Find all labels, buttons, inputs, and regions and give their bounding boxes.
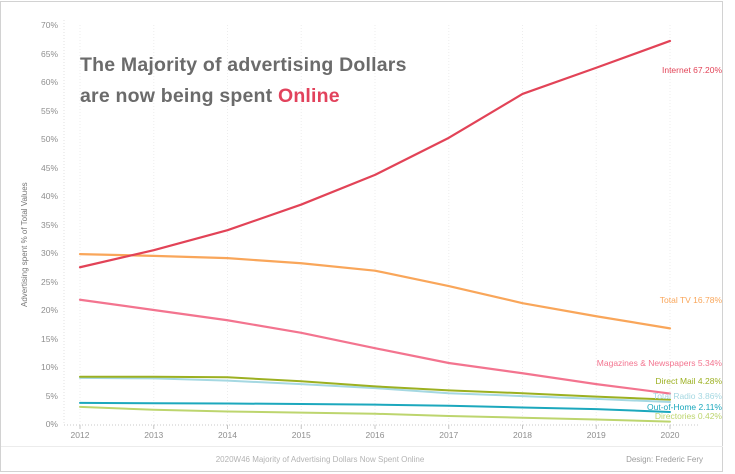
series-label-out-of-home: Out-of-Home 2.11% — [647, 402, 722, 412]
x-tick-label-2012: 2012 — [70, 430, 90, 440]
x-tick-label-2015: 2015 — [291, 430, 311, 440]
x-tick-label-2018: 2018 — [513, 430, 532, 440]
x-tick-label-2014: 2014 — [218, 430, 237, 440]
footer-caption: 2020W46 Majority of Advertising Dollars … — [215, 455, 425, 464]
series-label-magazines-newspapers: Magazines & Newspapers 5.34% — [596, 358, 722, 368]
y-tick-label-10: 10% — [40, 362, 58, 372]
series-line-total-tv[interactable] — [78, 253, 672, 330]
series-line-magazines-newspapers[interactable] — [78, 298, 672, 395]
y-tick-label-55: 55% — [40, 105, 58, 116]
y-tick-label-30: 30% — [40, 248, 58, 258]
y-tick-label-60: 60% — [40, 77, 58, 87]
y-tick-label-50: 50% — [40, 134, 58, 144]
series-line-directories[interactable] — [79, 405, 671, 423]
chart-title: The Majority of advertising Dollars are … — [80, 50, 407, 112]
series-label-internet: Internet 67.20% — [661, 65, 722, 75]
x-tick-label-2017: 2017 — [439, 430, 459, 440]
footer-divider — [1, 446, 723, 447]
y-tick-label-15: 15% — [40, 333, 58, 344]
chart-frame — [0, 1, 723, 472]
footer-credit: Design: Frederic Fery — [626, 455, 703, 464]
y-tick-label-5: 5% — [45, 390, 58, 401]
series-line-total-radio[interactable] — [79, 376, 671, 403]
y-tick-label-65: 65% — [40, 48, 58, 59]
series-label-total-radio: Total Radio 3.86% — [653, 391, 722, 401]
x-tick-label-2019: 2019 — [586, 430, 606, 440]
series-label-directories: Directories 0.42% — [654, 411, 722, 421]
series-line-internet[interactable] — [78, 39, 672, 269]
chart-title-line2: are now being spent Online — [80, 85, 340, 107]
series-label-total-tv: Total TV 16.78% — [659, 295, 722, 305]
chart-title-highlight: Online — [277, 85, 340, 107]
x-tick-label-2013: 2013 — [144, 430, 164, 440]
y-tick-label-45: 45% — [40, 162, 58, 173]
series-line-direct-mail[interactable] — [79, 375, 671, 401]
y-tick-label-20: 20% — [40, 305, 58, 315]
y-tick-label-0: 0% — [45, 419, 58, 429]
y-tick-label-25: 25% — [40, 276, 58, 287]
series-line-out-of-home[interactable] — [79, 401, 671, 413]
y-tick-label-40: 40% — [40, 191, 58, 201]
chart-title-line1: The Majority of advertising Dollars — [80, 54, 407, 76]
y-tick-label-35: 35% — [40, 219, 58, 230]
series-label-direct-mail: Direct Mail 4.28% — [655, 376, 722, 386]
x-tick-label-2020: 2020 — [660, 430, 680, 440]
x-tick-label-2016: 2016 — [365, 430, 385, 440]
y-tick-label-70: 70% — [40, 20, 58, 30]
